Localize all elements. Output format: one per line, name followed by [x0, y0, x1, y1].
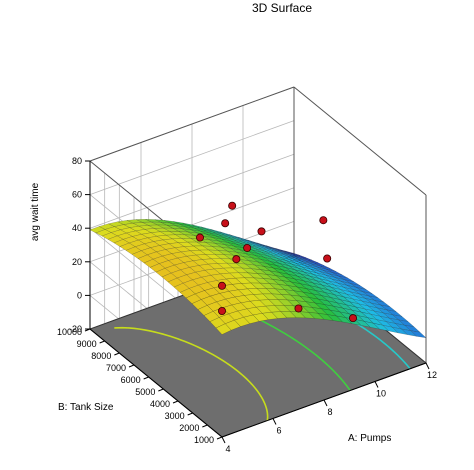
- y-tick-label: 7000: [106, 363, 126, 373]
- x-tick: [374, 381, 379, 388]
- y-tick: [128, 364, 135, 368]
- box-edge: [293, 86, 427, 196]
- x-tick-label: 4: [225, 444, 230, 454]
- surface-cell: [410, 330, 427, 339]
- z-tick-label: 80: [72, 156, 82, 166]
- y-tick: [143, 376, 149, 380]
- z-tick-label: 0: [77, 290, 82, 300]
- y-tick: [114, 352, 120, 356]
- x-tick: [425, 362, 430, 370]
- x-tick-label: 10: [376, 389, 386, 399]
- y-tick: [216, 436, 223, 440]
- z-tick-label: 60: [72, 190, 82, 200]
- design-point: [294, 304, 303, 313]
- x-tick: [323, 399, 328, 407]
- design-points: [195, 201, 357, 323]
- wall-right-gridline: [89, 153, 295, 229]
- design-point: [232, 255, 241, 264]
- y-tick: [172, 400, 179, 404]
- y-tick-label: 9000: [77, 339, 97, 349]
- z-tick-label: 20: [72, 257, 82, 267]
- design-point: [243, 243, 252, 252]
- y-tick-label: 10000: [57, 327, 82, 337]
- design-point: [257, 227, 266, 236]
- y-axis-label: B: Tank Size: [58, 402, 114, 413]
- design-point: [221, 219, 230, 228]
- y-tick-label: 2000: [179, 423, 199, 433]
- response-surface: [89, 219, 427, 339]
- x-tick: [272, 418, 277, 425]
- x-tick-label: 8: [327, 407, 332, 417]
- design-point: [348, 314, 357, 323]
- design-point: [319, 216, 328, 225]
- y-tick: [187, 412, 193, 416]
- design-point: [323, 254, 332, 263]
- y-axis-line: [89, 328, 223, 438]
- y-tick-label: 4000: [150, 399, 170, 409]
- x-tick: [221, 436, 226, 444]
- box-edge: [89, 86, 295, 162]
- z-tick-label: -20: [69, 324, 82, 334]
- design-point: [228, 201, 237, 210]
- y-tick: [202, 424, 208, 428]
- y-tick-label: 1000: [194, 435, 214, 445]
- y-tick: [158, 388, 164, 392]
- y-tick: [99, 340, 105, 344]
- x-axis-label: A: Pumps: [348, 433, 391, 444]
- wall-right-gridline: [89, 120, 295, 195]
- y-tick-label: 6000: [121, 375, 141, 385]
- y-tick-label: 8000: [91, 351, 111, 361]
- x-tick-label: 12: [427, 370, 437, 380]
- y-tick-label: 3000: [165, 411, 185, 421]
- x-tick-label: 6: [276, 426, 281, 436]
- design-point: [217, 306, 226, 315]
- y-tick-label: 5000: [135, 387, 155, 397]
- design-point: [217, 281, 226, 290]
- z-axis-label: avg wait time: [30, 182, 41, 241]
- contour-line: [114, 326, 269, 421]
- design-point: [195, 233, 204, 242]
- chart-title: 3D Surface: [252, 1, 312, 15]
- axes: 4 6 8 10 12 1000 2000 3000 4000 5000 6000 7000 8000 9…: [57, 156, 437, 454]
- z-tick-label: 40: [72, 223, 82, 233]
